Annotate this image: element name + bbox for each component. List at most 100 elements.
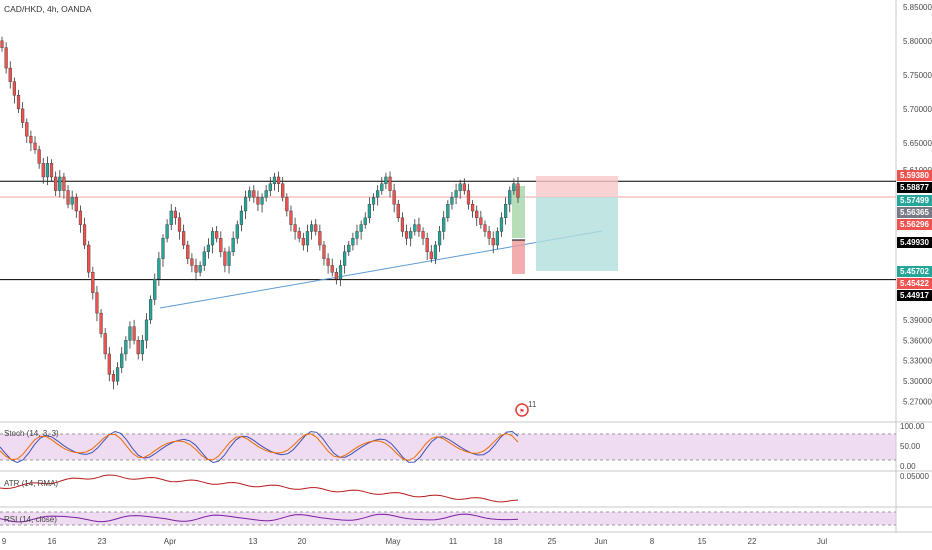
time-tick-label: Jun <box>595 537 608 546</box>
candle-body <box>1 41 4 48</box>
candle-body <box>508 191 511 205</box>
candle-body <box>517 184 520 198</box>
candle-body <box>310 225 313 232</box>
candle-body <box>323 245 326 259</box>
atr-tick: 0.05000 <box>900 472 929 481</box>
candle-body <box>236 225 239 239</box>
candle-body <box>347 245 350 252</box>
candle-body <box>79 211 82 225</box>
candle-body <box>492 238 495 245</box>
stoch-tick-100: 100.00 <box>900 422 925 431</box>
short-stop-zone[interactable] <box>536 176 618 197</box>
candle-body <box>360 225 363 232</box>
atr-label: ATR (14, RMA) <box>4 479 58 488</box>
candle-body <box>162 238 165 258</box>
time-tick-label: 20 <box>298 537 307 546</box>
candle-body <box>413 225 416 232</box>
candle-body <box>389 177 392 191</box>
candle-body <box>145 320 148 340</box>
candle-body <box>252 191 255 198</box>
candle-body <box>83 225 86 245</box>
price-tag-label: 5.45422 <box>900 279 929 288</box>
candle-body <box>475 211 478 218</box>
candle-body <box>170 211 173 225</box>
candle-body <box>129 327 132 341</box>
candle-body <box>496 231 499 245</box>
time-tick-label: Apr <box>164 537 177 546</box>
long-stop-zone <box>512 240 525 274</box>
candle-body <box>504 204 507 218</box>
candle-body <box>54 177 57 191</box>
candle-body <box>318 231 321 245</box>
price-tag-label: 5.58877 <box>900 183 929 192</box>
candle-body <box>277 177 280 184</box>
candle-body <box>261 197 264 204</box>
price-tag-label: 5.57499 <box>900 196 929 205</box>
price-tag-label: 5.56365 <box>900 208 929 217</box>
time-tick-label: Jul <box>817 537 827 546</box>
price-tag-label: 5.56296 <box>900 220 929 229</box>
candle-body <box>380 184 383 191</box>
price-tick-label: 5.80000 <box>903 37 932 46</box>
candle-body <box>50 163 53 177</box>
time-tick-label: 18 <box>494 537 503 546</box>
candle-body <box>34 143 37 150</box>
price-tick-label: 5.75000 <box>903 71 932 80</box>
candle-body <box>488 231 491 238</box>
candle-body <box>401 218 404 232</box>
candle-body <box>327 259 330 266</box>
candle-body <box>174 211 177 218</box>
candle-body <box>112 374 115 381</box>
price-tick-label: 5.85000 <box>903 3 932 12</box>
candle-body <box>409 231 412 238</box>
candle-body <box>42 163 45 177</box>
candle-body <box>104 334 107 354</box>
candle-body <box>471 204 474 211</box>
event-marker-glyph: ⚑ <box>519 408 524 415</box>
candle-body <box>195 265 198 272</box>
candle-body <box>393 191 396 205</box>
candle-body <box>219 238 222 252</box>
candle-body <box>257 197 260 204</box>
candle-body <box>207 245 210 252</box>
candle-body <box>149 299 152 319</box>
candle-body <box>124 340 127 354</box>
candle-body <box>141 340 144 354</box>
time-tick-label: 9 <box>2 537 7 546</box>
candle-body <box>397 204 400 218</box>
time-tick-label: 11 <box>449 537 458 546</box>
candle-body <box>157 259 160 279</box>
stoch-tick-0: 0.00 <box>900 462 916 471</box>
price-tag-label: 5.49930 <box>900 238 929 247</box>
candle-body <box>5 48 8 68</box>
time-tick-label: 23 <box>98 537 107 546</box>
candle-body <box>446 204 449 218</box>
time-tick-label: 16 <box>48 537 57 546</box>
candle-body <box>285 197 288 211</box>
candle-body <box>512 184 515 191</box>
candle-body <box>133 327 136 341</box>
candle-body <box>215 231 218 238</box>
candle-body <box>306 231 309 245</box>
candle-body <box>67 191 70 205</box>
price-tick-label: 5.65000 <box>903 139 932 148</box>
rsi-band <box>0 512 896 525</box>
candle-body <box>240 211 243 225</box>
candle-body <box>426 238 429 252</box>
candle-body <box>108 354 111 374</box>
candle-body <box>87 245 90 272</box>
short-target-zone[interactable] <box>536 197 618 271</box>
candle-body <box>166 225 169 239</box>
candle-body <box>385 177 388 184</box>
candle-body <box>434 245 437 259</box>
stoch-band <box>0 434 896 460</box>
candle-body <box>199 265 202 272</box>
candle-body <box>96 293 99 313</box>
candle-body <box>273 177 276 184</box>
price-tag-label: 5.45702 <box>900 267 929 276</box>
candle-body <box>281 184 284 198</box>
candle-body <box>405 231 408 238</box>
price-tick-label: 5.30000 <box>903 377 932 386</box>
